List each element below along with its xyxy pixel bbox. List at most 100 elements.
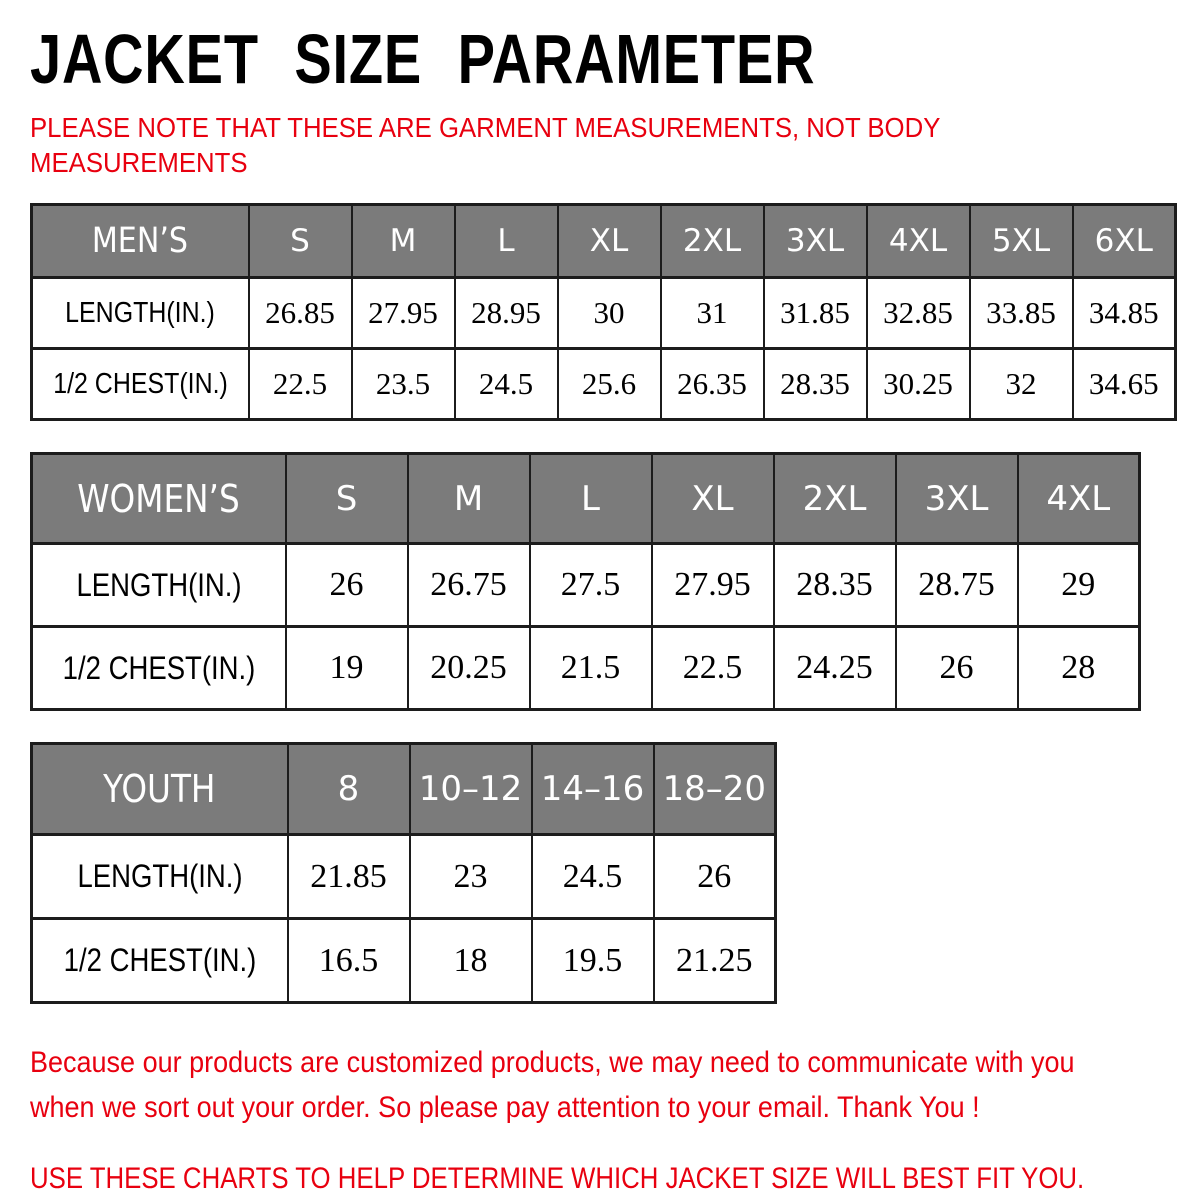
measurement-value: 32.85 — [865, 276, 971, 350]
measurement-label: 1/2 CHEST(IN.) — [30, 625, 287, 711]
measurement-label: 1/2 CHEST(IN.) — [30, 347, 250, 421]
measurement-value: 16.5 — [286, 917, 411, 1004]
measurement-label: LENGTH(IN.) — [30, 542, 287, 628]
measurement-value: 28.35 — [762, 347, 868, 421]
measurement-value: 26.75 — [406, 542, 531, 628]
womens-measurement-row: LENGTH(IN.) 26 26.75 27.5 27.95 28.35 28.75 29 — [30, 542, 1141, 628]
note-line-1: PLEASE NOTE THAT THESE ARE GARMENT MEASU… — [30, 112, 941, 143]
youth-group-label: YOUTH — [30, 742, 289, 836]
measurement-value: 19.5 — [530, 917, 655, 1004]
measurement-value: 21.25 — [652, 917, 777, 1004]
mens-size-table: MEN’S S M L XL 2XL 3XL 4XL 5XL 6XL LENGTH(IN.) 26.8… — [30, 203, 1177, 421]
customization-notice-line-2: when we sort out your order. So please p… — [30, 1091, 980, 1124]
womens-size-header: 3XL — [894, 452, 1019, 545]
customization-notice-line-1: Because our products are customized prod… — [30, 1046, 1075, 1079]
measurement-label-text: 1/2 CHEST(IN.) — [62, 649, 256, 686]
measurement-value: 22.5 — [650, 625, 775, 711]
measurement-value: 24.5 — [453, 347, 559, 421]
mens-measurement-row: 1/2 CHEST(IN.) 22.5 23.5 24.5 25.6 26.35 28.35… — [30, 347, 1177, 421]
measurement-value: 20.25 — [406, 625, 531, 711]
measurement-value: 28 — [1016, 625, 1141, 711]
measurement-label-text: LENGTH(IN.) — [77, 858, 243, 894]
measurement-value: 26 — [652, 833, 777, 920]
womens-size-header: S — [284, 452, 409, 545]
measurement-value: 23 — [408, 833, 533, 920]
measurement-value: 30.25 — [865, 347, 971, 421]
measurement-value: 18 — [408, 917, 533, 1004]
mens-size-header: 2XL — [659, 203, 765, 279]
measurement-label: LENGTH(IN.) — [30, 833, 289, 920]
measurement-value: 27.95 — [350, 276, 456, 350]
measurement-value: 19 — [284, 625, 409, 711]
youth-measurement-row: 1/2 CHEST(IN.) 16.5 18 19.5 21.25 — [30, 917, 777, 1004]
measurement-value: 31 — [659, 276, 765, 350]
womens-size-header: 4XL — [1016, 452, 1141, 545]
measurement-label: LENGTH(IN.) — [30, 276, 250, 350]
womens-size-header: 2XL — [772, 452, 897, 545]
customization-notice: Because our products are customized prod… — [30, 1040, 1200, 1130]
mens-group-label-text: MEN’S — [92, 221, 189, 261]
measurement-label: 1/2 CHEST(IN.) — [30, 917, 289, 1004]
measurement-value: 28.35 — [772, 542, 897, 628]
size-tables-container: MEN’S S M L XL 2XL 3XL 4XL 5XL 6XL LENGTH(IN.) 26.8… — [30, 203, 1200, 1004]
mens-measurement-row: LENGTH(IN.) 26.85 27.95 28.95 30 31 31.85 32.85… — [30, 276, 1177, 350]
mens-header-row: MEN’S S M L XL 2XL 3XL 4XL 5XL 6XL — [30, 203, 1177, 279]
womens-size-header: M — [406, 452, 531, 545]
youth-size-header: 10–12 — [408, 742, 533, 836]
measurement-label-text: 1/2 CHEST(IN.) — [52, 367, 228, 400]
mens-size-header: M — [350, 203, 456, 279]
chart-usage-note-line: USE THESE CHARTS TO HELP DETERMINE WHICH… — [30, 1162, 1085, 1195]
measurement-label-text: LENGTH(IN.) — [65, 296, 216, 329]
jacket-size-chart-page: JACKET SIZE PARAMETER PLEASE NOTE THAT T… — [30, 24, 1200, 1201]
measurement-value: 26 — [894, 625, 1019, 711]
measurement-value: 32 — [968, 347, 1074, 421]
measurement-value: 24.5 — [530, 833, 655, 920]
womens-size-header: XL — [650, 452, 775, 545]
measurement-value: 29 — [1016, 542, 1141, 628]
womens-group-label: WOMEN’S — [30, 452, 287, 545]
youth-size-header: 18–20 — [652, 742, 777, 836]
mens-group-label: MEN’S — [30, 203, 250, 279]
measurement-value: 31.85 — [762, 276, 868, 350]
measurement-value: 27.5 — [528, 542, 653, 628]
measurement-value: 25.6 — [556, 347, 662, 421]
chart-usage-note: USE THESE CHARTS TO HELP DETERMINE WHICH… — [30, 1156, 1200, 1201]
youth-measurement-row: LENGTH(IN.) 21.85 23 24.5 26 — [30, 833, 777, 920]
mens-size-header: S — [247, 203, 353, 279]
mens-size-header: 6XL — [1071, 203, 1177, 279]
youth-size-header: 14–16 — [530, 742, 655, 836]
measurement-value: 30 — [556, 276, 662, 350]
measurement-value: 28.95 — [453, 276, 559, 350]
note-line-2: MEASUREMENTS — [30, 147, 248, 178]
garment-measurement-note: PLEASE NOTE THAT THESE ARE GARMENT MEASU… — [30, 110, 1200, 180]
youth-size-header: 8 — [286, 742, 411, 836]
measurement-value: 26 — [284, 542, 409, 628]
mens-size-header: 4XL — [865, 203, 971, 279]
measurement-value: 28.75 — [894, 542, 1019, 628]
measurement-value: 26.35 — [659, 347, 765, 421]
measurement-value: 34.65 — [1071, 347, 1177, 421]
measurement-value: 22.5 — [247, 347, 353, 421]
youth-group-label-text: YOUTH — [103, 767, 216, 811]
footer: Because our products are customized prod… — [30, 1040, 1200, 1201]
measurement-value: 21.85 — [286, 833, 411, 920]
youth-header-row: YOUTH 8 10–12 14–16 18–20 — [30, 742, 777, 836]
mens-size-header: XL — [556, 203, 662, 279]
measurement-value: 21.5 — [528, 625, 653, 711]
womens-measurement-row: 1/2 CHEST(IN.) 19 20.25 21.5 22.5 24.25 26 28 — [30, 625, 1141, 711]
mens-size-header: L — [453, 203, 559, 279]
womens-size-header: L — [528, 452, 653, 545]
measurement-value: 34.85 — [1071, 276, 1177, 350]
measurement-value: 33.85 — [968, 276, 1074, 350]
mens-size-header: 3XL — [762, 203, 868, 279]
womens-header-row: WOMEN’S S M L XL 2XL 3XL 4XL — [30, 452, 1141, 545]
page-title: JACKET SIZE PARAMETER — [30, 20, 816, 98]
womens-group-label-text: WOMEN’S — [77, 476, 240, 521]
measurement-value: 27.95 — [650, 542, 775, 628]
measurement-value: 24.25 — [772, 625, 897, 711]
youth-size-table: YOUTH 8 10–12 14–16 18–20 LENGTH(IN.) 21.85 23 2… — [30, 742, 777, 1004]
measurement-value: 26.85 — [247, 276, 353, 350]
measurement-value: 23.5 — [350, 347, 456, 421]
womens-size-table: WOMEN’S S M L XL 2XL 3XL 4XL LENGTH(IN.) 26 26.75 2… — [30, 452, 1141, 711]
measurement-label-text: 1/2 CHEST(IN.) — [63, 942, 257, 978]
